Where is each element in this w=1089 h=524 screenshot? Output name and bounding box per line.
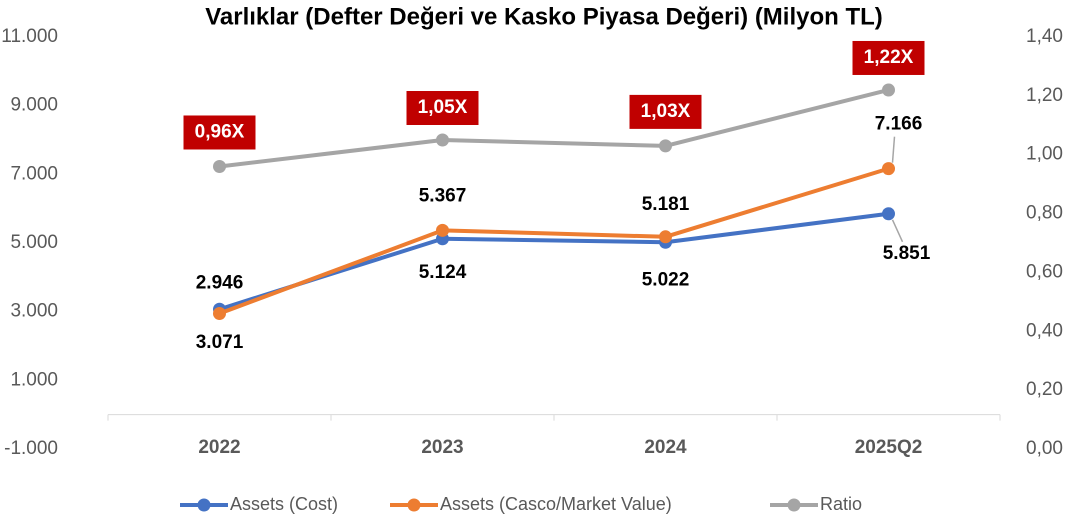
data-label: 3.071 bbox=[196, 332, 244, 353]
legend-marker bbox=[197, 498, 211, 512]
data-label: 1,05X bbox=[418, 97, 468, 118]
data-label: 1,22X bbox=[864, 47, 914, 68]
y2-tick-label: 0,40 bbox=[1026, 320, 1063, 341]
marker bbox=[659, 139, 672, 153]
line-series bbox=[218, 211, 889, 312]
y2-tick-label: 0,00 bbox=[1026, 438, 1063, 459]
marker bbox=[882, 207, 895, 221]
y2-tick-label: 0,80 bbox=[1026, 203, 1063, 224]
chart-title: Varlıklar (Defter Değeri ve Kasko Piyasa… bbox=[205, 3, 883, 30]
marker bbox=[436, 133, 449, 147]
y-tick-label: 9.000 bbox=[10, 95, 58, 116]
marker bbox=[882, 162, 895, 176]
y2-tick-label: 0,60 bbox=[1026, 261, 1063, 282]
legend-label: Ratio bbox=[820, 494, 862, 514]
y2-tick-label: 1,40 bbox=[1026, 26, 1063, 47]
marker bbox=[213, 307, 226, 321]
data-label: 5.022 bbox=[642, 269, 690, 290]
data-label: 5.124 bbox=[419, 262, 467, 283]
data-label: 5.181 bbox=[642, 194, 690, 215]
marker bbox=[882, 83, 895, 97]
data-label: 2.946 bbox=[196, 273, 244, 294]
ratio-label-box bbox=[406, 91, 479, 125]
data-label: 7.166 bbox=[875, 114, 923, 135]
x-tick-label: 2022 bbox=[198, 437, 240, 458]
ratio-label-box bbox=[852, 40, 925, 75]
y2-tick-label: 0,20 bbox=[1026, 379, 1063, 400]
leader-line bbox=[891, 219, 904, 243]
y-tick-label: 3.000 bbox=[10, 301, 58, 322]
leader-line bbox=[891, 136, 896, 163]
data-label: 5.367 bbox=[419, 185, 467, 206]
marker bbox=[213, 159, 226, 173]
legend-label: Assets (Casco/Market Value) bbox=[440, 494, 672, 514]
x-tick-label: 2023 bbox=[421, 437, 463, 458]
legend-marker bbox=[407, 498, 421, 512]
y-tick-label: 11.000 bbox=[1, 26, 58, 47]
data-label: 5.851 bbox=[883, 243, 931, 264]
line-series bbox=[218, 166, 890, 316]
data-label: 1,03X bbox=[641, 101, 691, 122]
x-tick-label: 2025Q2 bbox=[855, 437, 923, 458]
data-label: 0,96X bbox=[195, 122, 245, 143]
y-tick-label: 5.000 bbox=[10, 232, 58, 253]
y2-tick-label: 1,00 bbox=[1026, 144, 1063, 165]
legend-marker bbox=[787, 498, 801, 512]
marker bbox=[659, 230, 672, 244]
line-series bbox=[219, 88, 889, 169]
marker bbox=[436, 223, 449, 237]
y2-tick-label: 1,20 bbox=[1026, 85, 1063, 106]
legend-label: Assets (Cost) bbox=[230, 494, 338, 514]
y-tick-label: 7.000 bbox=[10, 163, 58, 184]
ratio-label-box bbox=[183, 115, 256, 150]
x-tick-label: 2024 bbox=[644, 437, 687, 458]
y-tick-label: 1.000 bbox=[10, 369, 58, 390]
ratio-label-box bbox=[629, 94, 702, 129]
y-tick-label: -1.000 bbox=[4, 438, 58, 459]
